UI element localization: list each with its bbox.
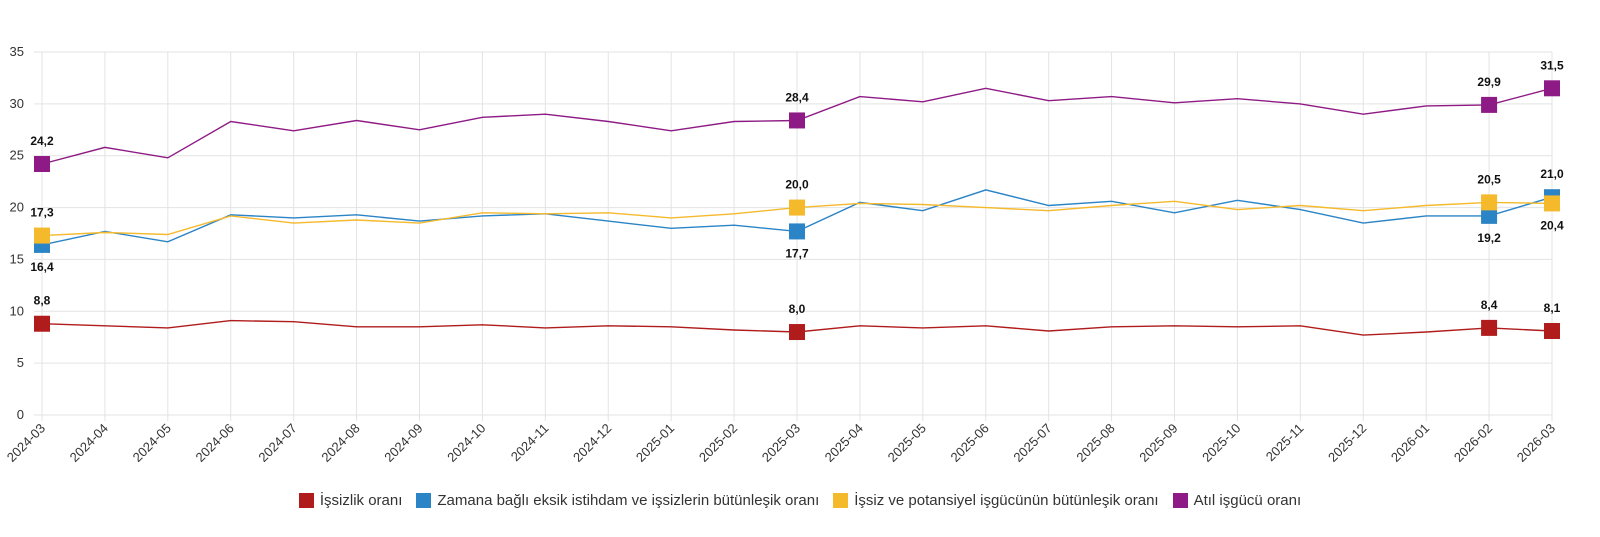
legend-item[interactable]: Atıl işgücü oranı bbox=[1172, 492, 1302, 509]
data-label: 21,0 bbox=[1540, 167, 1564, 181]
data-label: 8,1 bbox=[1544, 301, 1561, 315]
legend-label: İşsizlik oranı bbox=[319, 492, 403, 509]
legend-item[interactable]: Zamana bağlı eksik istihdam ve işsizleri… bbox=[416, 492, 819, 509]
data-label: 8,8 bbox=[34, 294, 51, 308]
x-tick-label: 2024-06 bbox=[193, 421, 237, 465]
x-axis: 2024-03 2024-04 2024-05 2024-06 2024-07 2024-… bbox=[4, 421, 1558, 465]
data-point-marker[interactable] bbox=[789, 223, 805, 240]
y-tick-label: 30 bbox=[10, 96, 24, 111]
x-tick-label: 2025-11 bbox=[1263, 421, 1307, 465]
legend-swatch bbox=[833, 493, 849, 508]
legend-swatch bbox=[298, 493, 314, 508]
data-label: 29,9 bbox=[1477, 75, 1501, 89]
legend-item[interactable]: İşsizlik oranı bbox=[298, 492, 403, 509]
x-tick-label: 2024-08 bbox=[318, 421, 362, 465]
x-tick-label: 2026-02 bbox=[1451, 421, 1495, 465]
y-tick-label: 35 bbox=[10, 44, 24, 59]
data-label: 8,0 bbox=[789, 302, 806, 316]
data-point-marker[interactable] bbox=[789, 112, 805, 129]
legend-swatch bbox=[1172, 493, 1188, 508]
data-point-marker[interactable] bbox=[1544, 195, 1560, 212]
x-tick-label: 2026-01 bbox=[1388, 421, 1432, 465]
x-tick-label: 2025-02 bbox=[696, 421, 740, 465]
data-label: 31,5 bbox=[1540, 58, 1564, 72]
data-point-marker[interactable] bbox=[1481, 96, 1498, 113]
data-label: 28,4 bbox=[785, 90, 809, 104]
x-tick-label: 2024-11 bbox=[508, 421, 552, 465]
x-tick-label: 2025-06 bbox=[948, 421, 992, 465]
x-tick-label: 2024-07 bbox=[255, 421, 299, 465]
y-tick-label: 5 bbox=[17, 355, 24, 370]
data-point-marker[interactable] bbox=[1544, 80, 1560, 97]
x-tick-label: 2025-10 bbox=[1199, 421, 1243, 465]
y-axis: 0 5 10 15 20 25 30 35 bbox=[10, 44, 24, 422]
data-label: 19,2 bbox=[1477, 231, 1501, 245]
data-label: 8,4 bbox=[1481, 298, 1498, 312]
legend-label: Atıl işgücü oranı bbox=[1193, 492, 1302, 509]
x-tick-label: 2024-09 bbox=[381, 421, 425, 465]
series-markers bbox=[34, 80, 1560, 341]
data-label: 17,7 bbox=[785, 246, 809, 260]
data-label: 20,5 bbox=[1477, 172, 1501, 186]
data-point-marker[interactable] bbox=[789, 324, 805, 341]
x-tick-label: 2024-04 bbox=[67, 421, 111, 465]
legend-item[interactable]: İşsiz ve potansiyel işgücünün bütünleşik… bbox=[833, 492, 1159, 509]
y-tick-label: 15 bbox=[10, 251, 24, 266]
legend: İşsizlik oranı Zamana bağlı eksik istihda… bbox=[0, 492, 1600, 509]
data-label: 17,3 bbox=[30, 206, 54, 220]
data-label: 16,4 bbox=[30, 260, 54, 274]
data-labels: 8,8 8,0 8,4 8,1 16,4 17,7 19,2 21,0 17,3 20,0 20,5… bbox=[30, 58, 1564, 316]
data-label: 20,0 bbox=[785, 178, 809, 192]
data-point-marker[interactable] bbox=[1481, 194, 1498, 211]
x-tick-label: 2025-01 bbox=[633, 421, 677, 465]
x-tick-label: 2025-08 bbox=[1073, 421, 1117, 465]
x-tick-label: 2025-12 bbox=[1325, 421, 1369, 465]
x-tick-label: 2026-03 bbox=[1514, 421, 1558, 465]
legend-label: İşsiz ve potansiyel işgücünün bütünleşik… bbox=[854, 492, 1159, 509]
x-tick-label: 2025-07 bbox=[1010, 421, 1054, 465]
x-tick-label: 2024-03 bbox=[4, 421, 48, 465]
data-label: 24,2 bbox=[30, 134, 54, 148]
data-label: 20,4 bbox=[1540, 218, 1564, 232]
x-tick-label: 2024-05 bbox=[130, 421, 174, 465]
y-tick-label: 0 bbox=[17, 407, 24, 422]
data-point-marker[interactable] bbox=[1481, 319, 1498, 336]
data-point-marker[interactable] bbox=[34, 315, 50, 332]
y-tick-label: 25 bbox=[10, 148, 24, 163]
data-point-marker[interactable] bbox=[1481, 207, 1498, 224]
data-point-marker[interactable] bbox=[34, 156, 50, 173]
x-tick-label: 2025-05 bbox=[885, 421, 929, 465]
legend-label: Zamana bağlı eksik istihdam ve işsizleri… bbox=[437, 492, 820, 509]
data-point-marker[interactable] bbox=[1544, 322, 1560, 339]
legend-swatch bbox=[416, 493, 432, 508]
x-tick-label: 2025-03 bbox=[759, 421, 803, 465]
data-point-marker[interactable] bbox=[789, 199, 805, 216]
x-tick-label: 2025-09 bbox=[1136, 421, 1180, 465]
data-point-marker[interactable] bbox=[34, 227, 50, 244]
x-tick-label: 2024-12 bbox=[570, 421, 614, 465]
y-tick-label: 10 bbox=[10, 303, 24, 318]
x-tick-label: 2024-10 bbox=[444, 421, 488, 465]
y-tick-label: 20 bbox=[10, 200, 24, 215]
x-tick-label: 2025-04 bbox=[822, 421, 866, 465]
